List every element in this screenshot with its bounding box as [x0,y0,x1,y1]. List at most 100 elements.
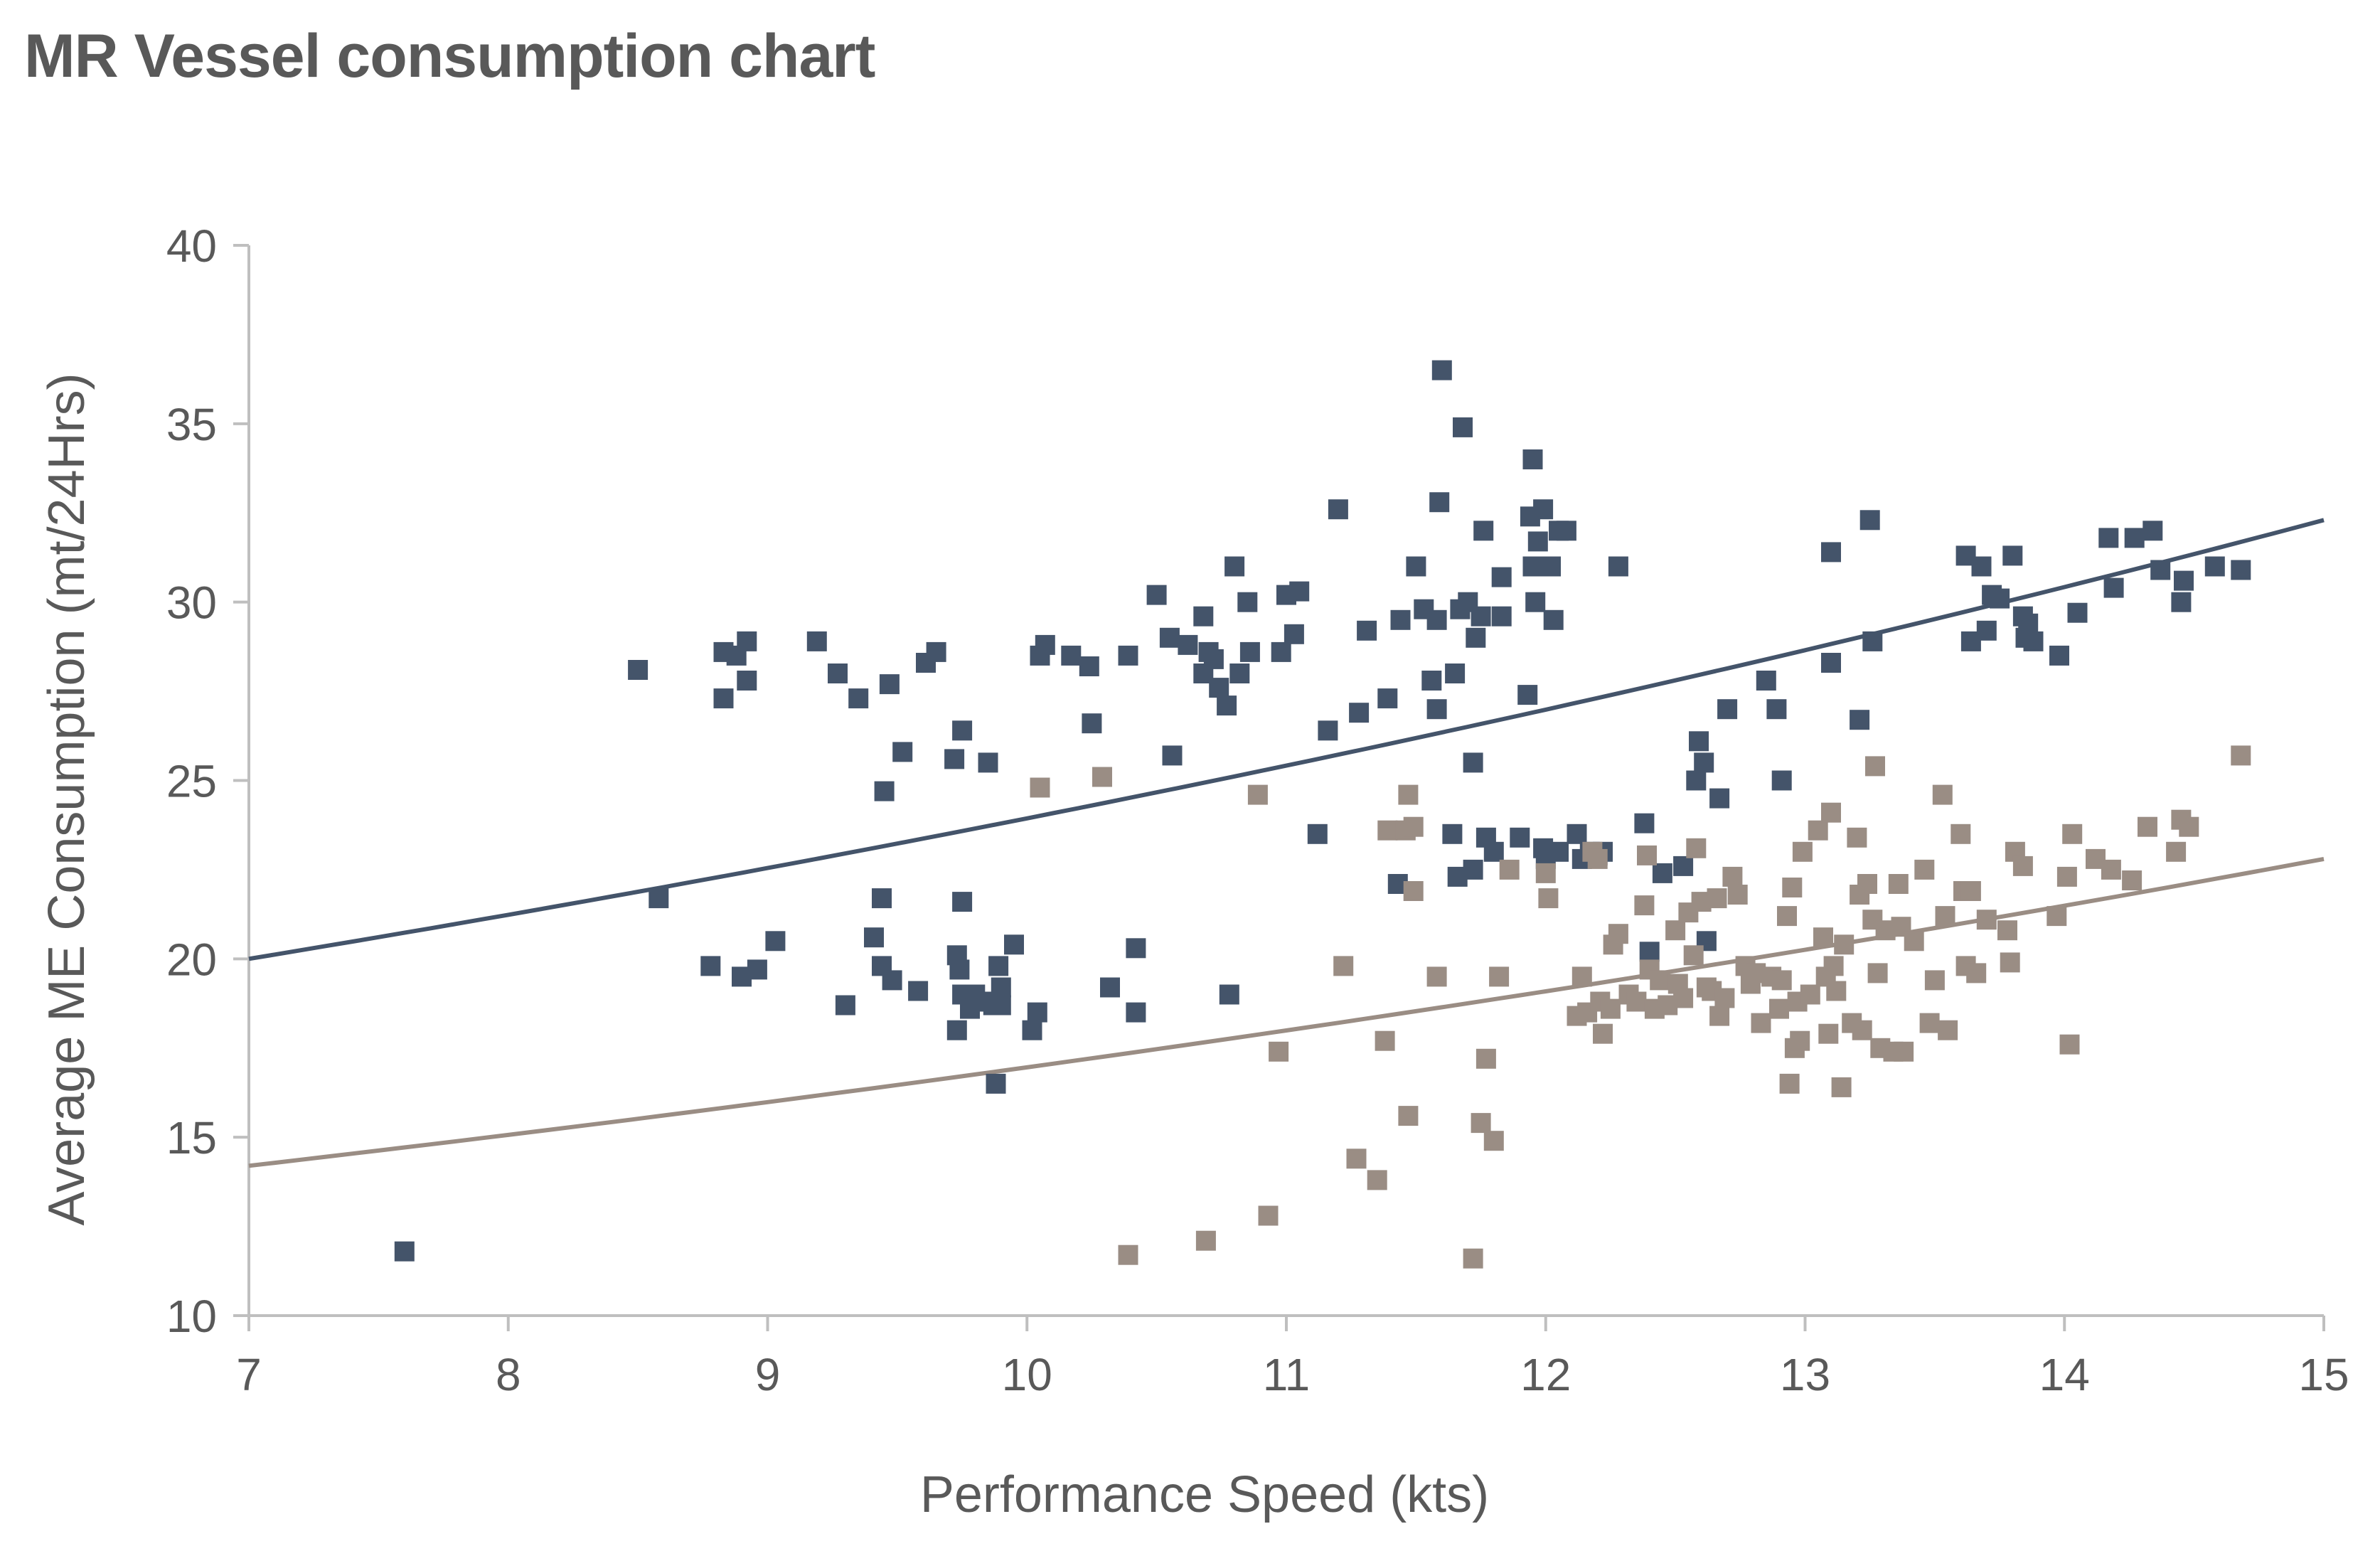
data-point-series-1 [1527,531,1548,552]
data-point-series-2 [1865,756,1885,777]
data-point-series-1 [1463,752,1483,773]
data-point-series-2 [1587,848,1608,869]
y-tick-label: 40 [166,220,217,272]
data-point-series-2 [1722,866,1743,887]
data-point-series-2 [1608,924,1628,944]
data-point-series-2 [1593,1023,1613,1044]
data-point-series-1 [952,720,973,741]
data-point-series-2 [1951,824,1971,844]
data-point-series-1 [2124,528,2145,548]
y-axis-title: Average ME Consumption (mt/24Hrs) [38,373,95,1225]
tick-labels: 7 8 9 10 11 12 13 14 15 10 15 20 25 30 35 40 [166,220,2349,1400]
data-point-series-2 [1821,802,1841,823]
data-point-series-1 [1126,938,1146,959]
data-point-series-2 [1790,1030,1810,1051]
x-tick-label: 9 [755,1349,781,1400]
data-point-series-2 [1888,874,1909,894]
data-point-series-1 [1082,713,1102,734]
data-point-series-1 [1541,556,1561,577]
data-point-series-2 [1792,841,1813,862]
data-point-series-1 [949,959,970,980]
data-point-series-2 [1118,1244,1138,1265]
data-point-series-2 [1375,1030,1395,1051]
y-tick-label: 25 [166,756,217,807]
data-point-series-1 [1689,731,1709,752]
data-point-series-1 [700,956,721,976]
x-tick-label: 11 [1263,1349,1310,1400]
data-point-series-1 [1473,521,1494,541]
data-point-series-1 [1491,606,1512,627]
data-point-series-2 [1403,881,1424,901]
data-point-series-1 [978,752,998,773]
data-point-series-1 [1271,641,1291,662]
data-point-series-2 [1650,970,1670,991]
data-point-series-1 [1717,699,1738,720]
data-point-series-2 [2138,816,2157,837]
data-point-series-2 [1867,963,1888,984]
data-point-series-1 [1471,606,1491,627]
data-point-series-2 [1247,784,1268,805]
data-point-series-1 [1466,627,1486,648]
data-point-series-1 [1771,770,1792,791]
data-point-series-2 [2000,952,2020,973]
data-point-series-2 [1571,966,1592,987]
data-point-series-2 [1637,845,1657,865]
data-point-series-1 [1652,863,1672,883]
data-point-series-2 [2166,841,2187,862]
data-point-series-1 [991,977,1011,998]
data-point-series-1 [1004,934,1024,955]
data-point-series-1 [1442,824,1463,844]
data-point-series-2 [2047,906,2067,927]
data-points [394,360,2251,1269]
data-point-series-1 [1307,824,1328,844]
data-point-series-1 [1850,710,1870,730]
data-point-series-2 [1919,1013,1940,1033]
data-point-series-1 [649,888,669,909]
data-point-series-1 [1483,841,1504,862]
data-point-series-1 [1146,585,1167,605]
data-point-series-2 [1808,820,1828,841]
axes [233,244,2325,1331]
data-point-series-1 [1162,745,1183,766]
data-point-series-1 [2150,560,2171,580]
data-point-series-2 [1483,1131,1504,1151]
x-tick-label: 13 [1780,1349,1830,1400]
data-point-series-2 [1914,859,1935,880]
data-point-series-1 [1543,609,1564,630]
data-point-series-2 [1924,970,1945,991]
data-point-series-1 [1634,813,1655,833]
data-point-series-1 [1766,699,1787,720]
data-point-series-2 [1634,895,1655,916]
data-point-series-2 [1499,859,1520,880]
data-point-series-1 [879,674,900,695]
data-point-series-1 [1237,592,1258,612]
y-tick-label: 20 [166,934,217,985]
data-point-series-1 [1976,620,1997,641]
data-point-series-1 [848,688,869,709]
data-point-series-1 [1694,752,1714,773]
data-point-series-1 [1510,827,1530,848]
data-point-series-2 [1403,816,1424,837]
data-point-series-2 [2101,859,2121,880]
data-point-series-2 [1751,1013,1771,1033]
data-point-series-1 [1517,685,1538,705]
data-point-series-2 [2012,856,2033,876]
data-point-series-1 [806,631,827,651]
data-point-series-1 [394,1241,415,1262]
data-point-series-2 [1538,888,1559,909]
data-point-series-1 [944,749,965,769]
data-point-series-1 [737,631,757,651]
data-point-series-1 [1406,556,1426,577]
data-point-series-2 [1709,1006,1730,1026]
data-point-series-1 [1522,556,1543,577]
data-point-series-2 [1463,1248,1483,1269]
data-point-series-2 [1665,920,1686,941]
data-point-series-1 [1673,856,1694,876]
data-point-series-1 [2049,645,2069,666]
data-point-series-2 [1686,838,1707,858]
data-point-series-1 [1284,624,1304,644]
data-point-series-1 [1209,678,1229,698]
data-point-series-1 [2018,613,2039,634]
data-point-series-1 [952,892,973,912]
data-point-series-1 [1349,703,1370,723]
